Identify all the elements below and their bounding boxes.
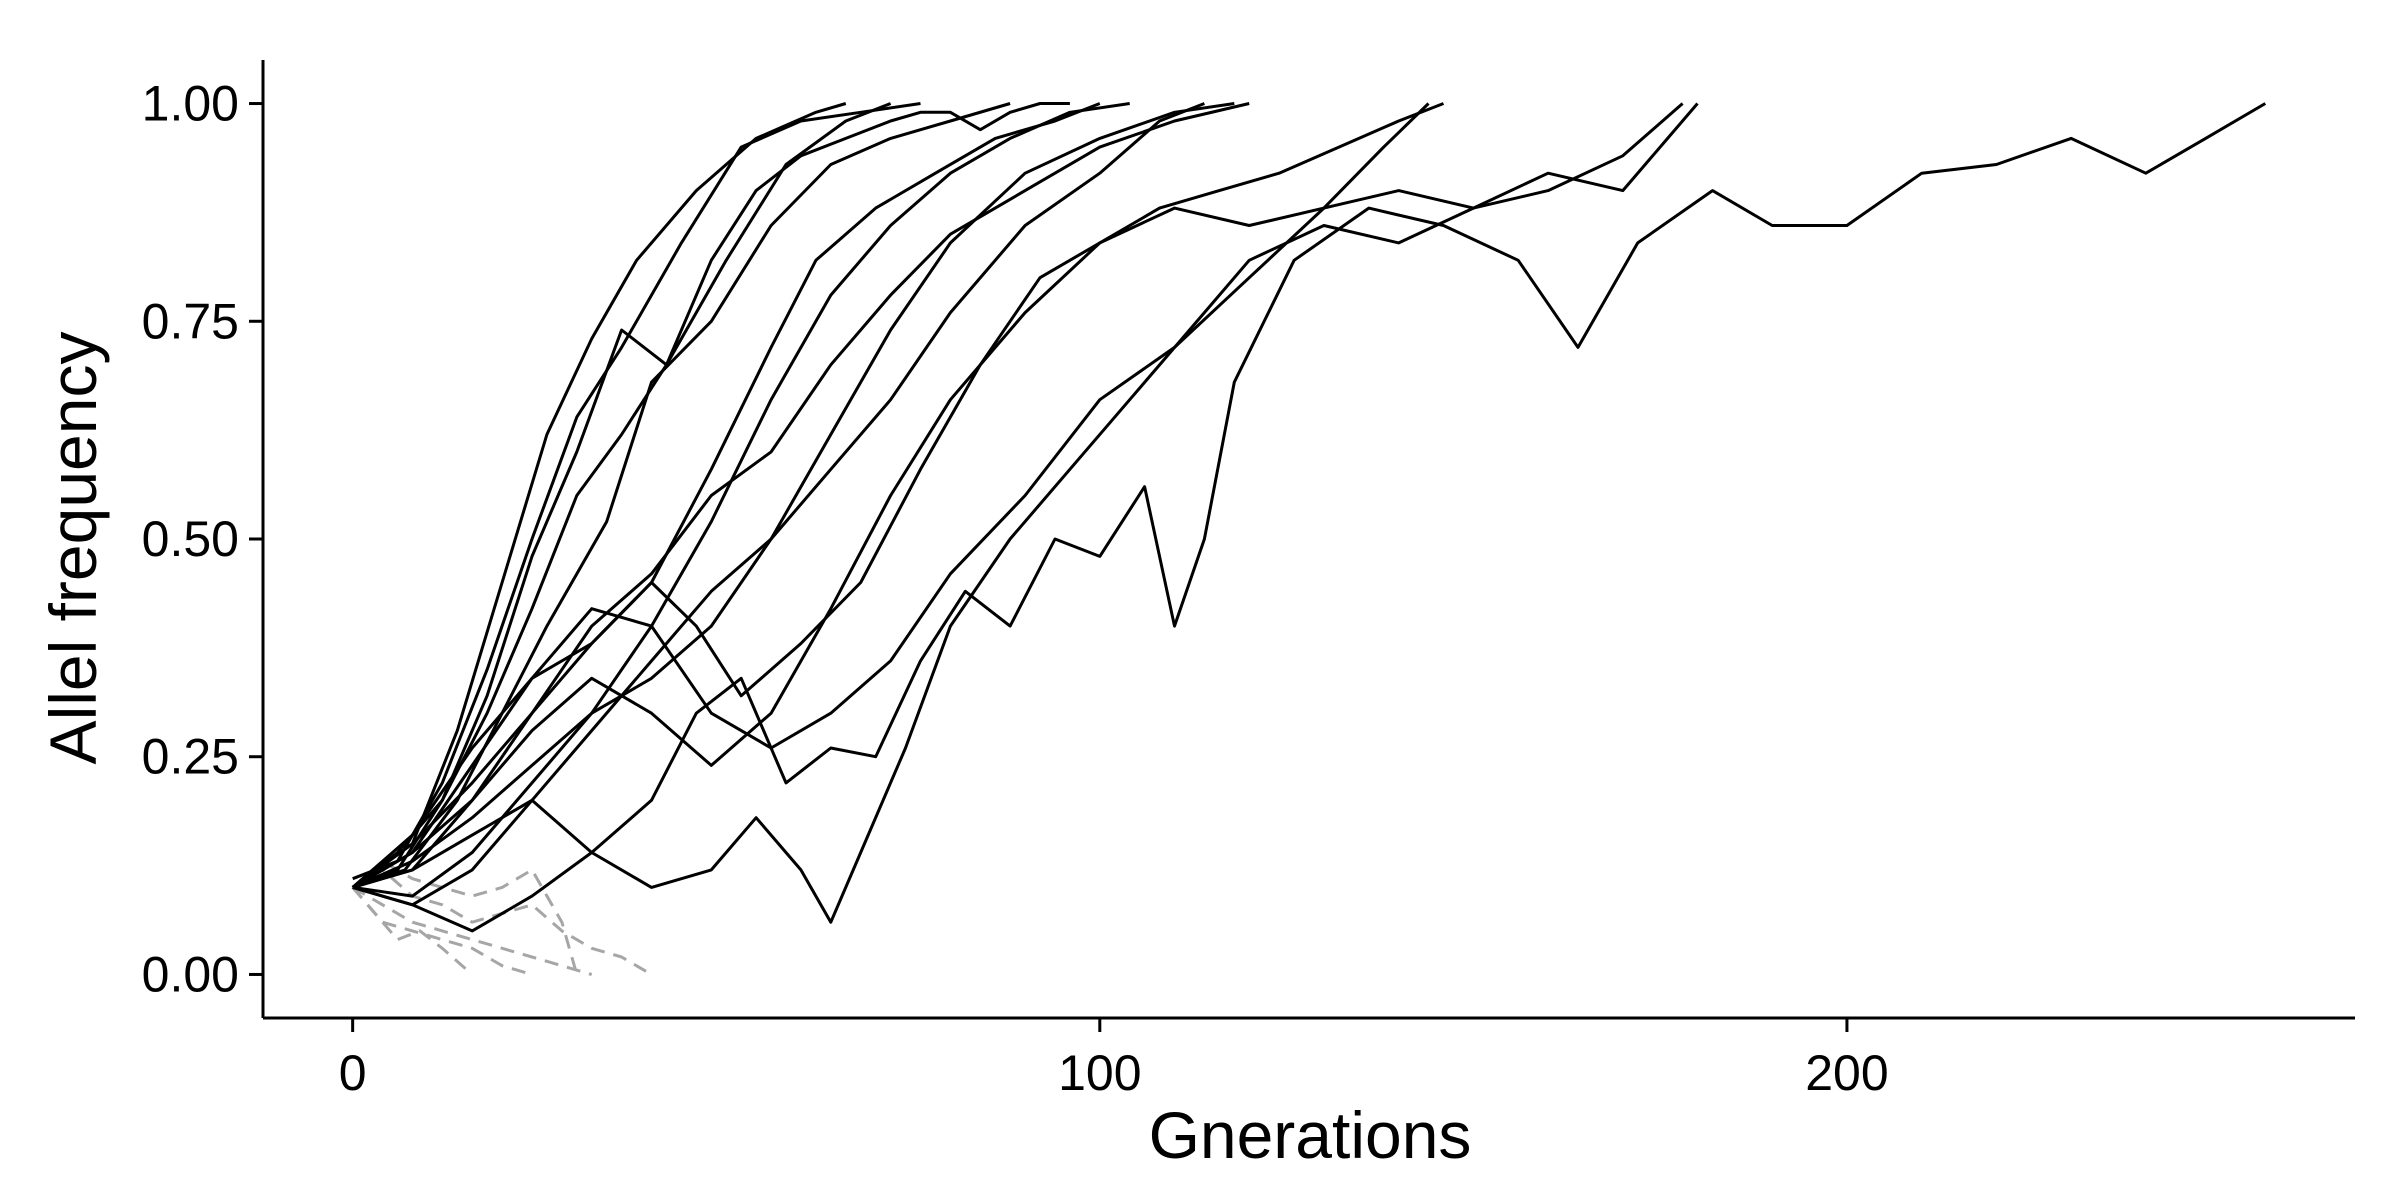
lost-allele-trajectory xyxy=(351,886,593,976)
fixed-allele-trajectory xyxy=(352,102,1070,889)
y-axis-ticks: 0.00 0.25 0.50 0.75 1.00 xyxy=(142,76,263,1002)
fixed-allele-trajectory xyxy=(352,102,1130,898)
y-tick-label: 0.50 xyxy=(142,511,239,567)
lost-allele-trajectory xyxy=(351,886,474,976)
fixed-allele-trajectory xyxy=(352,102,1684,924)
x-tick-label: 0 xyxy=(339,1045,367,1101)
lost-allele-trajectory xyxy=(351,859,579,975)
fixed-allele-trajectory xyxy=(351,102,847,889)
y-axis-title: Allel frequency xyxy=(36,332,110,765)
fixed-allele-trajectory xyxy=(351,102,1101,889)
plot-area xyxy=(351,102,2267,976)
fixed-allele-trajectory xyxy=(351,102,1445,889)
x-axis-ticks: 0 100 200 xyxy=(339,1018,1889,1101)
lost-allele-trajectory xyxy=(351,886,533,976)
x-tick-label: 100 xyxy=(1058,1045,1141,1101)
x-tick-label: 200 xyxy=(1805,1045,1888,1101)
lost-allele-trajectory xyxy=(351,868,653,976)
fixed-allele-trajectory xyxy=(352,102,2267,933)
fixed-allele-trajectory xyxy=(351,102,892,889)
fixed-allele-trajectory xyxy=(352,102,1011,889)
y-tick-label: 0.25 xyxy=(142,729,239,785)
y-tick-label: 0.00 xyxy=(142,946,239,1002)
fixed-allele-trajectory xyxy=(351,102,1699,889)
fixed-allele-trajectory xyxy=(352,102,921,881)
y-tick-label: 1.00 xyxy=(142,76,239,132)
x-axis-title: Gnerations xyxy=(1149,1098,1472,1172)
fixed-allele-trajectory xyxy=(352,102,1250,889)
y-tick-label: 0.75 xyxy=(142,293,239,349)
fixed-allele-trajectory xyxy=(351,102,1430,889)
fixed-allele-trajectory xyxy=(352,102,1205,889)
